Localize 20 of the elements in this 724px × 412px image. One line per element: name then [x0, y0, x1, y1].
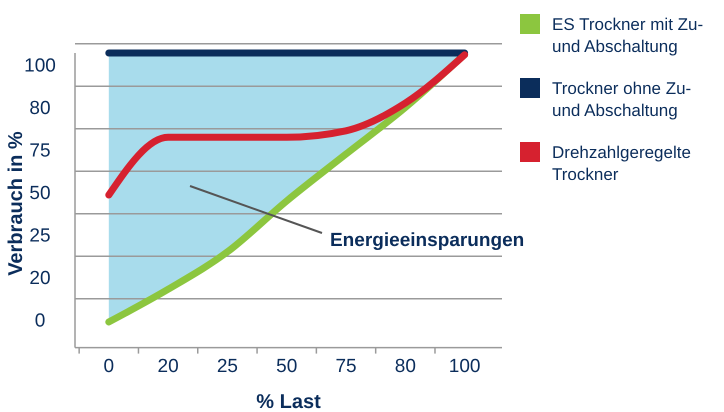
category-label: 100	[24, 56, 56, 77]
y-axis-title: Verbrauch in %	[5, 131, 27, 276]
category-label: 20	[29, 268, 51, 290]
category-label: 75	[29, 140, 51, 162]
category-label: 80	[29, 98, 51, 120]
x-tick-label: 80	[394, 356, 416, 377]
x-tick-label: 100	[448, 356, 480, 377]
x-axis-title: % Last	[256, 391, 322, 412]
category-label: 25	[29, 226, 51, 247]
legend-label: Drehzahlgeregelte Trockner	[552, 143, 691, 184]
x-tick-label: 75	[335, 356, 357, 377]
x-tick-label: 50	[276, 356, 298, 377]
annotation: Energieeinsparungen	[330, 230, 524, 251]
category-label: 50	[29, 183, 51, 204]
legend-label: Trockner ohne Zu- und Abschaltung	[552, 79, 692, 120]
legend-label: ES Trockner mit Zu- und Abschaltung	[552, 15, 704, 56]
x-tick-label: 20	[158, 356, 179, 377]
category-label: 0	[34, 310, 46, 332]
x-tick-label: 25	[216, 356, 238, 377]
x-tick-label: 0	[104, 356, 114, 377]
